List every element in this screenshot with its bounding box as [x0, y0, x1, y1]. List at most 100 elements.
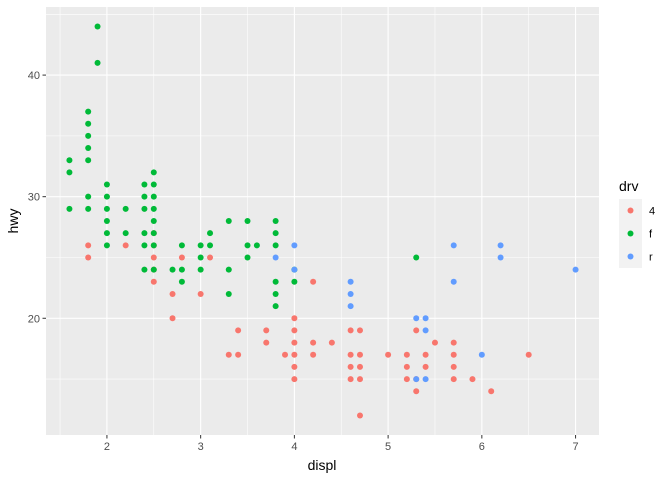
point-drv-f [197, 254, 204, 261]
point-drv-f [272, 242, 279, 249]
x-tick-label: 3 [198, 441, 204, 453]
point-drv-4 [291, 363, 298, 370]
point-drv-r [272, 254, 279, 261]
point-drv-f [150, 266, 157, 273]
point-drv-r [497, 254, 504, 261]
point-drv-f [66, 169, 73, 176]
point-drv-f [150, 230, 157, 237]
point-drv-f [103, 242, 110, 249]
point-drv-4 [525, 351, 532, 358]
point-drv-r [422, 315, 429, 322]
point-drv-4 [403, 351, 410, 358]
point-drv-4 [403, 376, 410, 383]
point-drv-4 [291, 376, 298, 383]
point-drv-r [347, 278, 354, 285]
point-drv-4 [347, 363, 354, 370]
point-drv-f [141, 242, 148, 249]
legend: drv 4 fr [619, 178, 655, 268]
point-drv-4 [207, 254, 214, 261]
point-drv-4 [150, 254, 157, 261]
point-drv-f [141, 230, 148, 237]
point-drv-f [272, 230, 279, 237]
point-drv-4 [413, 388, 420, 395]
point-drv-4 [263, 339, 270, 346]
point-drv-4 [422, 363, 429, 370]
point-drv-f [94, 23, 101, 30]
x-tick-label: 6 [479, 441, 485, 453]
point-drv-4 [263, 327, 270, 334]
legend-label: r [649, 252, 653, 264]
point-drv-4 [291, 327, 298, 334]
point-drv-r [291, 242, 298, 249]
point-drv-f [272, 218, 279, 224]
x-tick-label: 5 [385, 441, 391, 453]
point-drv-4 [356, 351, 363, 358]
y-axis: 20 30 40 [28, 70, 46, 325]
major-gridlines [46, 7, 599, 435]
point-drv-4 [225, 351, 232, 358]
point-drv-f [103, 181, 110, 188]
point-drv-f [103, 230, 110, 237]
point-drv-r [450, 278, 457, 285]
point-drv-f [85, 205, 92, 212]
point-drv-f [169, 266, 176, 273]
legend-key-r [627, 253, 634, 260]
point-drv-f [207, 230, 214, 237]
point-drv-f [244, 242, 251, 249]
point-drv-f [178, 242, 185, 249]
point-drv-f [85, 120, 92, 127]
point-drv-f [197, 242, 204, 249]
point-drv-f [141, 181, 148, 188]
point-drv-f [103, 193, 110, 200]
point-drv-4 [235, 351, 242, 358]
point-drv-f [122, 205, 129, 212]
panel-background [46, 7, 599, 435]
y-tick-label: 40 [28, 70, 40, 82]
point-drv-r [478, 351, 485, 358]
point-drv-4 [385, 351, 392, 358]
x-axis-title: displ [308, 457, 337, 473]
point-drv-f [272, 303, 279, 310]
point-drv-f [225, 218, 232, 224]
data-points [66, 23, 579, 419]
point-drv-f [178, 278, 185, 285]
point-drv-4 [282, 351, 289, 358]
point-drv-f [85, 132, 92, 139]
point-drv-4 [169, 315, 176, 322]
point-drv-4 [356, 412, 363, 419]
point-drv-f [103, 218, 110, 224]
legend-title: drv [619, 178, 638, 194]
point-drv-f [141, 205, 148, 212]
point-drv-4 [310, 339, 317, 346]
point-drv-4 [450, 339, 457, 346]
point-drv-4 [310, 351, 317, 358]
point-drv-f [85, 108, 92, 115]
legend-key-f [627, 230, 634, 237]
point-drv-f [413, 254, 420, 261]
legend-label: 4 [649, 206, 655, 218]
legend-key-4 [627, 207, 634, 214]
point-drv-4 [450, 351, 457, 358]
legend-label: f [649, 229, 653, 241]
point-drv-f [66, 157, 73, 164]
point-drv-4 [85, 242, 92, 249]
point-drv-f [85, 157, 92, 164]
point-drv-f [150, 193, 157, 200]
point-drv-4 [356, 376, 363, 383]
x-tick-label: 7 [573, 441, 579, 453]
point-drv-4 [150, 278, 157, 285]
point-drv-f [94, 59, 101, 66]
point-drv-4 [422, 351, 429, 358]
point-drv-4 [169, 290, 176, 297]
point-drv-4 [356, 363, 363, 370]
point-drv-4 [178, 254, 185, 261]
point-drv-f [150, 242, 157, 249]
point-drv-r [413, 376, 420, 383]
point-drv-f [85, 193, 92, 200]
x-axis: 2 3 4 5 6 7 [104, 435, 579, 453]
point-drv-f [197, 266, 204, 273]
point-drv-r [497, 242, 504, 249]
point-drv-4 [347, 327, 354, 334]
